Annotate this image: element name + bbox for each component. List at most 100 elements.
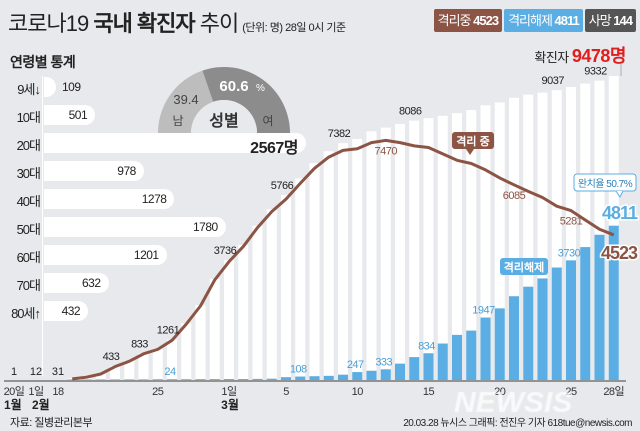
confirmed-label: 8086	[399, 106, 422, 118]
title-bold: 국내 확진자	[93, 11, 195, 36]
age-value: 1201	[133, 248, 159, 262]
age-label: 60대	[16, 250, 41, 265]
released-bar	[167, 379, 177, 380]
age-value: 978	[117, 164, 136, 178]
released-bar	[181, 379, 192, 380]
confirmed-bar	[281, 195, 291, 380]
released-bar	[566, 260, 576, 380]
x-tick-label: 20일	[4, 384, 25, 398]
released-bar	[323, 375, 334, 380]
age-value: 632	[81, 276, 101, 290]
confirmed-bar	[466, 110, 477, 380]
isolated-label: 7470	[375, 145, 398, 157]
confirmed-bar	[67, 378, 78, 380]
age-label: 80세↑	[11, 306, 41, 321]
released-bar	[580, 247, 591, 380]
confirmed-bar	[167, 339, 177, 380]
x-tick-label: 5	[283, 386, 289, 398]
male-label: 남	[172, 114, 183, 128]
confirmed-label: 9037	[542, 75, 565, 87]
released-bar	[480, 317, 491, 380]
age-stats-title: 연령별 통계	[10, 54, 76, 70]
age-bar	[44, 245, 167, 265]
confirmed-bar	[309, 162, 320, 380]
month-label: 3월	[221, 397, 239, 412]
confirmed-bar	[480, 105, 491, 380]
released-bar	[95, 379, 106, 380]
x-tick-label: 15	[423, 386, 435, 398]
age-bar	[44, 189, 175, 209]
age-axis	[42, 76, 43, 376]
badge-label: 격리해제	[508, 13, 553, 28]
confirmed-bar	[566, 86, 576, 381]
released-bar	[252, 378, 263, 380]
released-bar	[509, 296, 519, 380]
age-label: 9세↓	[17, 82, 41, 97]
released-bar	[152, 379, 163, 380]
released-label: 3730	[558, 247, 581, 259]
released-bar	[437, 343, 448, 380]
page-title: 코로나19 국내 확진자 추이 (단위: 명) 28일 0시 기준	[8, 6, 346, 38]
released-bar	[608, 225, 619, 380]
released-bar	[266, 378, 277, 380]
final-isolated-value: 4523	[601, 243, 638, 263]
age-bar	[44, 301, 89, 321]
confirmed-bar	[266, 209, 277, 380]
recovery-callout-pointer	[615, 190, 624, 198]
female-label: 여	[262, 114, 273, 128]
final-released-value: 4811	[602, 203, 638, 223]
released-bar	[138, 379, 149, 380]
confirmed-label: 7382	[328, 128, 351, 140]
badge-label: 사망	[588, 13, 612, 28]
confirmed-bar	[152, 348, 163, 380]
status-badges: 격리중 4523 격리해제 4811 사망 144	[433, 9, 636, 32]
age-value: 501	[68, 108, 88, 122]
recovery-callout-box	[573, 173, 637, 192]
x-tick-label: 25	[152, 386, 164, 398]
age-value: 109	[62, 80, 81, 94]
released-bar	[238, 379, 249, 380]
badge-1: 격리해제 4811	[504, 9, 583, 32]
early-point-label: 31	[52, 366, 64, 378]
confirmed-bar	[452, 113, 462, 380]
released-bar	[452, 334, 462, 380]
recovery-rate-callout: 완치율 50.7%	[578, 178, 633, 190]
released-bar	[352, 372, 363, 380]
released-bar	[523, 286, 534, 380]
age-bar	[44, 273, 109, 293]
credit-note: 20.03.28 뉴시스 그래픽: 전진우 기자 618tue@newsis.c…	[403, 418, 632, 429]
age-label: 10대	[16, 110, 41, 125]
x-tick-label: 28일	[603, 384, 624, 398]
month-label: 1월	[4, 397, 22, 412]
title-part: 코로나19	[8, 11, 89, 36]
released-callout-box	[500, 258, 548, 275]
age-value: 1278	[141, 192, 167, 206]
confirmed-bar	[437, 115, 448, 381]
confirmed-label: 1261	[157, 325, 180, 337]
confirmed-label: 433	[103, 351, 120, 363]
released-bar	[423, 353, 434, 380]
total-confirmed: 확진자 9478명	[534, 42, 626, 68]
gender-title: 성별	[209, 112, 238, 130]
confirmed-label: 5766	[271, 180, 294, 192]
released-bar	[81, 379, 92, 380]
gender-male-arc	[158, 70, 214, 133]
released-bar	[67, 379, 78, 380]
confirmed-bar	[409, 120, 420, 380]
age-bar	[44, 217, 226, 237]
month-label: 2월	[32, 397, 50, 412]
released-bar	[380, 369, 391, 380]
gender-female-arc	[202, 67, 290, 133]
confirmed-bar	[124, 360, 135, 380]
released-bar	[110, 379, 120, 380]
age-label: 30대	[16, 166, 41, 181]
confirmed-bar	[110, 366, 120, 380]
released-bar	[124, 379, 135, 380]
confirmed-label: 833	[131, 338, 148, 350]
x-tick-label: 18	[52, 386, 64, 398]
released-label: 333	[375, 356, 392, 368]
released-bar	[395, 363, 405, 380]
confirmed-bar	[423, 118, 434, 380]
